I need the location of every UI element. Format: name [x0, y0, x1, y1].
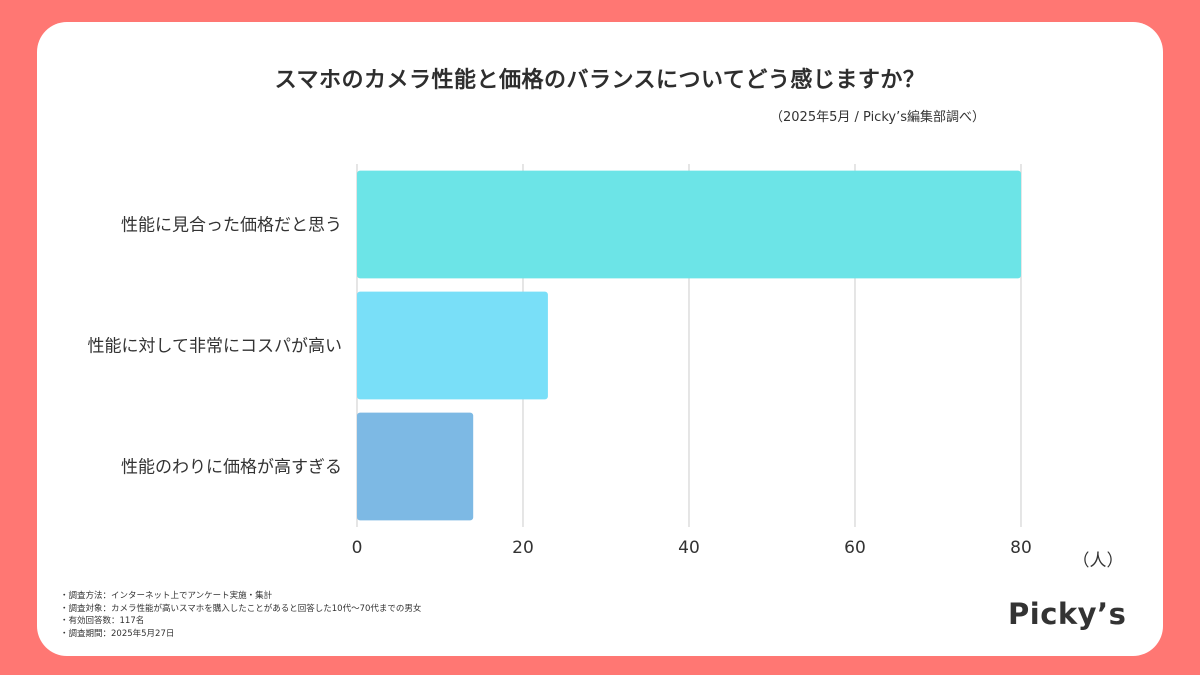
chart-title: スマホのカメラ性能と価格のバランスについてどう感じますか？: [274, 68, 926, 93]
note-target: ・調査対象：カメラ性能が高いスマホを購入したことがあると回答した10代〜70代ま…: [60, 603, 422, 614]
category-label-1: 性能に対して非常にコスパが高い: [88, 337, 343, 357]
x-tick-label-3: 60: [844, 538, 866, 558]
note-responses: ・有効回答数：117名: [60, 616, 145, 626]
x-tick-label-0: 0: [352, 538, 363, 558]
source-note: （2025年5月 / Picky’s編集部調べ）: [770, 110, 985, 125]
x-tick-label-1: 20: [512, 538, 534, 558]
x-tick-label-2: 40: [678, 538, 700, 558]
note-method: ・調査方法：インターネット上でアンケート実施・集計: [60, 591, 273, 601]
survey-notes: ・調査方法：インターネット上でアンケート実施・集計 ・調査対象：カメラ性能が高い…: [60, 590, 421, 640]
chart-card: [37, 22, 1163, 656]
bar-1: [357, 291, 548, 400]
bar-0: [357, 170, 1021, 279]
x-axis-unit-label: （人）: [1073, 551, 1124, 571]
category-label-2: 性能のわりに価格が高すぎる: [121, 458, 342, 478]
bar-2: [357, 412, 474, 521]
category-label-0: 性能に見合った価格だと思う: [121, 216, 342, 236]
x-tick-label-4: 80: [1010, 538, 1032, 558]
pickys-logo: Picky’s: [1008, 597, 1127, 631]
note-period: ・調査期間：2025年5月27日: [60, 628, 175, 639]
